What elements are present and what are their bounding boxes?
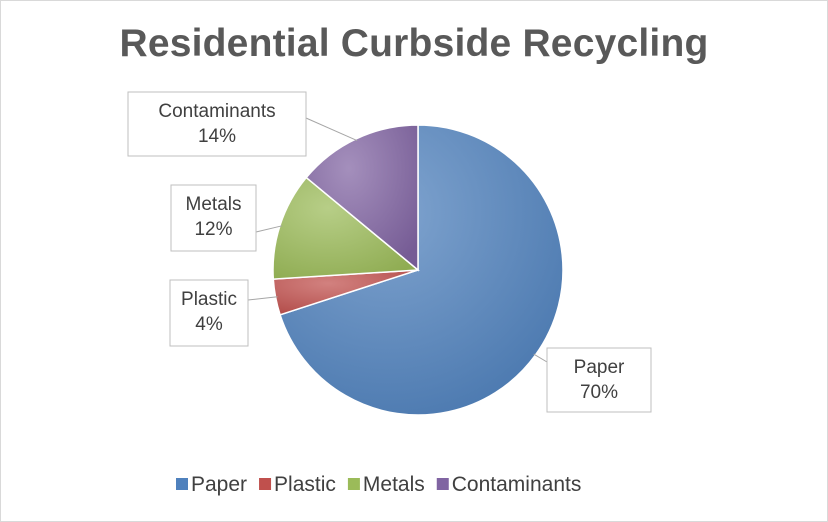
data-label-category-metals: Metals	[186, 194, 242, 215]
legend: Paper Plastic Metals Contaminants	[176, 473, 581, 496]
data-label-box-metals	[170, 184, 257, 252]
data-label-value-metals: 12%	[194, 219, 232, 240]
leader-line-paper	[533, 353, 548, 363]
leader-line-plastic	[247, 296, 278, 301]
data-label-box-paper	[546, 347, 652, 413]
legend-swatch-plastic	[259, 478, 272, 490]
pie-slice-contaminants	[305, 124, 419, 272]
leader-line-contaminants	[305, 117, 358, 142]
legend-label-contaminants: Contaminants	[452, 473, 582, 496]
data-label-value-plastic: 4%	[195, 314, 223, 335]
legend-label-metals: Metals	[363, 473, 425, 496]
pie-slice-metals	[272, 176, 420, 280]
legend-label-paper: Paper	[191, 473, 247, 496]
data-label-box-contaminants	[127, 91, 307, 157]
legend-swatch-metals	[347, 478, 360, 490]
data-label-value-paper: 70%	[580, 382, 618, 403]
data-label-category-plastic: Plastic	[181, 289, 237, 310]
leader-line-metals	[255, 225, 283, 233]
chart-title: Residential Curbside Recycling	[119, 22, 709, 65]
data-label-box-plastic	[169, 279, 249, 347]
data-labels: Paper 70% Plastic 4% Metals 12% Contaminants 14…	[127, 91, 652, 413]
callout-leaders	[247, 117, 548, 363]
legend-label-plastic: Plastic	[274, 473, 336, 496]
data-label-category-paper: Paper	[574, 357, 625, 378]
legend-swatch-paper	[176, 478, 188, 490]
legend-swatch-contaminants	[436, 478, 449, 490]
data-label-value-contaminants: 14%	[198, 126, 236, 147]
data-label-category-contaminants: Contaminants	[158, 101, 275, 122]
pie-slices	[272, 124, 564, 416]
